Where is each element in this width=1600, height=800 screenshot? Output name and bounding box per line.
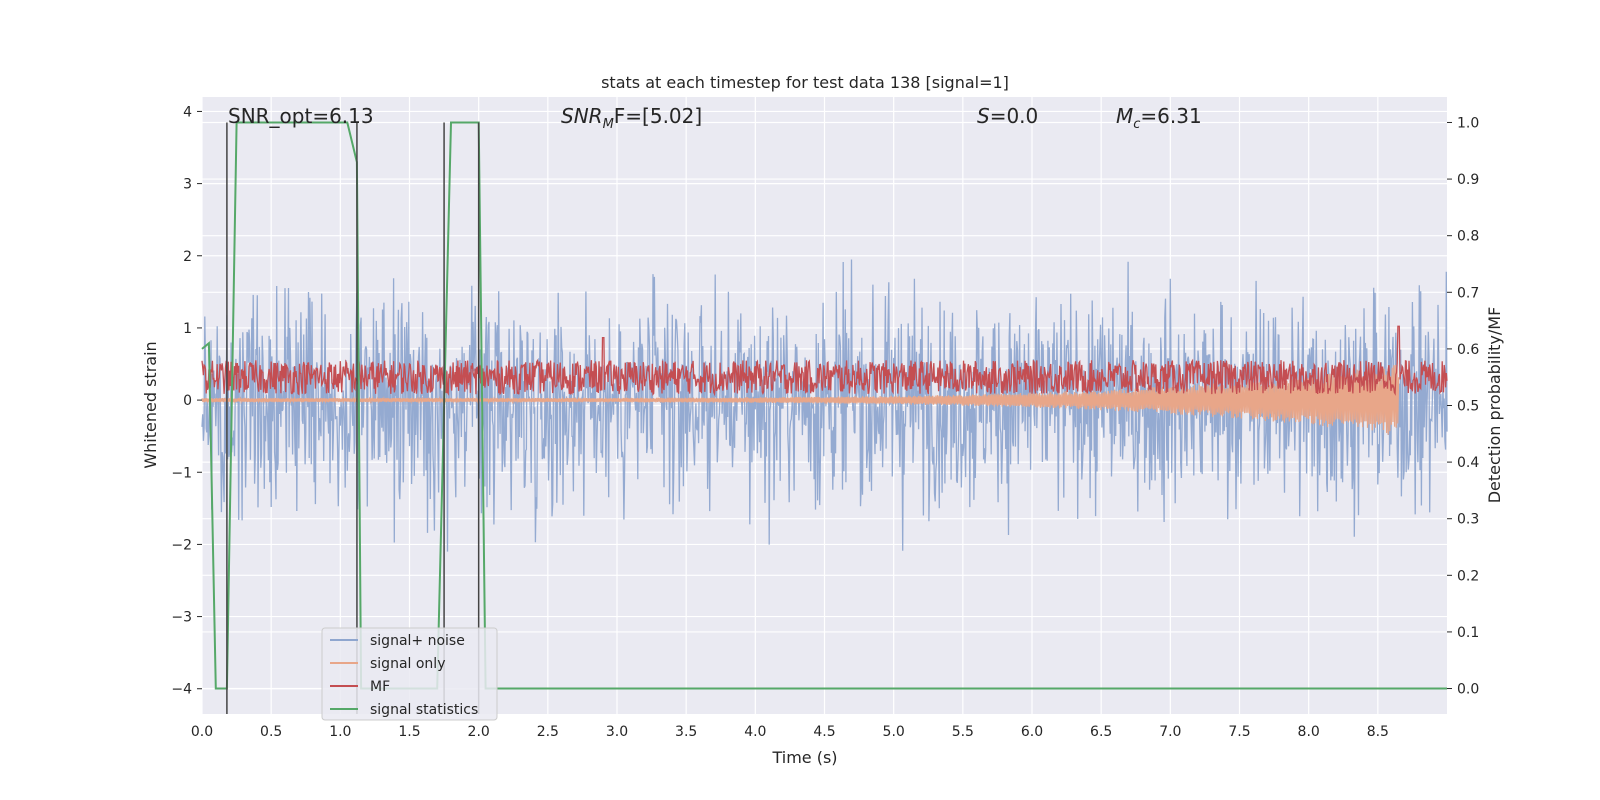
annotation-s-symbol: S [977, 104, 990, 128]
series-signal-noise-line [201, 259, 1448, 552]
x-tick-label: 4.0 [744, 724, 766, 740]
x-tick-label: 5.0 [883, 724, 905, 740]
annotation-snr-mf-value: F=[5.02] [614, 104, 702, 128]
x-tick-label: 3.0 [606, 724, 628, 740]
y-left-tick-label: 3 [183, 177, 192, 193]
legend-label-mf: MF [370, 679, 390, 695]
y-right-tick-label: 0.4 [1457, 455, 1479, 471]
y-right-tick-label: 0.5 [1457, 399, 1479, 415]
y-right-tick-label: 0.3 [1457, 512, 1479, 528]
y-right-tick-label: 0.6 [1457, 342, 1479, 358]
annotation-snr-mf: SNRMF=[5.02] [561, 104, 702, 132]
x-tick-label: 6.0 [1021, 724, 1043, 740]
y-left-tick-label: 1 [183, 321, 192, 337]
x-axis-label: Time (s) [771, 748, 837, 767]
x-tick-label: 2.0 [468, 724, 490, 740]
y-right-tick-label: 0.2 [1457, 568, 1479, 584]
y-left-tick-label: −2 [171, 537, 192, 553]
x-tick-label: 8.0 [1298, 724, 1320, 740]
annotation-mc-subscript: c [1133, 117, 1140, 132]
y-right-tick-label: 0.8 [1457, 229, 1479, 245]
annotation-snr-mf-symbol: SNR [561, 104, 603, 128]
x-tick-label: 7.5 [1228, 724, 1250, 740]
legend: signal+ noise signal only MF signal stat… [321, 627, 498, 721]
x-tick-label: 1.5 [398, 724, 420, 740]
y-left-tick-label: 0 [183, 393, 192, 409]
x-tick-label: 0.5 [260, 724, 282, 740]
legend-label-signal-only: signal only [370, 656, 445, 672]
y-left-tick-label: −3 [171, 610, 192, 626]
annotation-snr-mf-subscript: M [603, 117, 614, 132]
series-signal-only-line [201, 364, 1400, 435]
x-tick-label: 0.0 [191, 724, 213, 740]
legend-label-signal-statistics: signal statistics [370, 702, 478, 718]
x-tick-label: 4.5 [813, 724, 835, 740]
legend-box [321, 627, 498, 721]
annotation-snr-opt: SNR_opt=6.13 [228, 104, 374, 128]
chart-title: stats at each timestep for test data 138… [601, 73, 1009, 92]
y-right-tick-label: 0.1 [1457, 625, 1479, 641]
annotation-mc-symbol: M [1116, 104, 1133, 128]
y-right-tick-label: 1.0 [1457, 115, 1479, 131]
vertical-markers [226, 122, 480, 714]
y-right-tick-label: 0.9 [1457, 172, 1479, 188]
legend-label-signal-noise: signal+ noise [370, 633, 465, 649]
series-mf-line [201, 325, 1448, 397]
annotation-mc-value: =6.31 [1140, 104, 1201, 128]
x-tick-label: 7.0 [1159, 724, 1181, 740]
x-tick-label: 3.5 [675, 724, 697, 740]
y-right-tick-label: 0.0 [1457, 682, 1479, 698]
x-tick-label: 2.5 [537, 724, 559, 740]
x-tick-label: 8.5 [1367, 724, 1389, 740]
y-axis-right-label: Detection probability/MF [1485, 307, 1504, 504]
y-left-tick-label: −1 [171, 465, 192, 481]
x-tick-label: 5.5 [952, 724, 974, 740]
annotation-s: S=0.0 [977, 104, 1038, 128]
annotation-s-value: =0.0 [990, 104, 1039, 128]
tick-layer: 0.0 0.5 1.0 1.5 2.0 2.5 3.0 3.5 4.0 4.5 5.0 5.5 6.0 6… [171, 104, 1479, 740]
y-axis-left-label: Whitened strain [141, 341, 160, 468]
y-right-tick-label: 0.7 [1457, 285, 1479, 301]
x-tick-label: 1.0 [329, 724, 351, 740]
y-left-tick-label: −4 [171, 682, 192, 698]
x-tick-label: 6.5 [1090, 724, 1112, 740]
y-left-tick-label: 2 [183, 249, 192, 265]
y-left-tick-label: 4 [183, 104, 192, 120]
annotation-mc: Mc=6.31 [1116, 104, 1202, 132]
